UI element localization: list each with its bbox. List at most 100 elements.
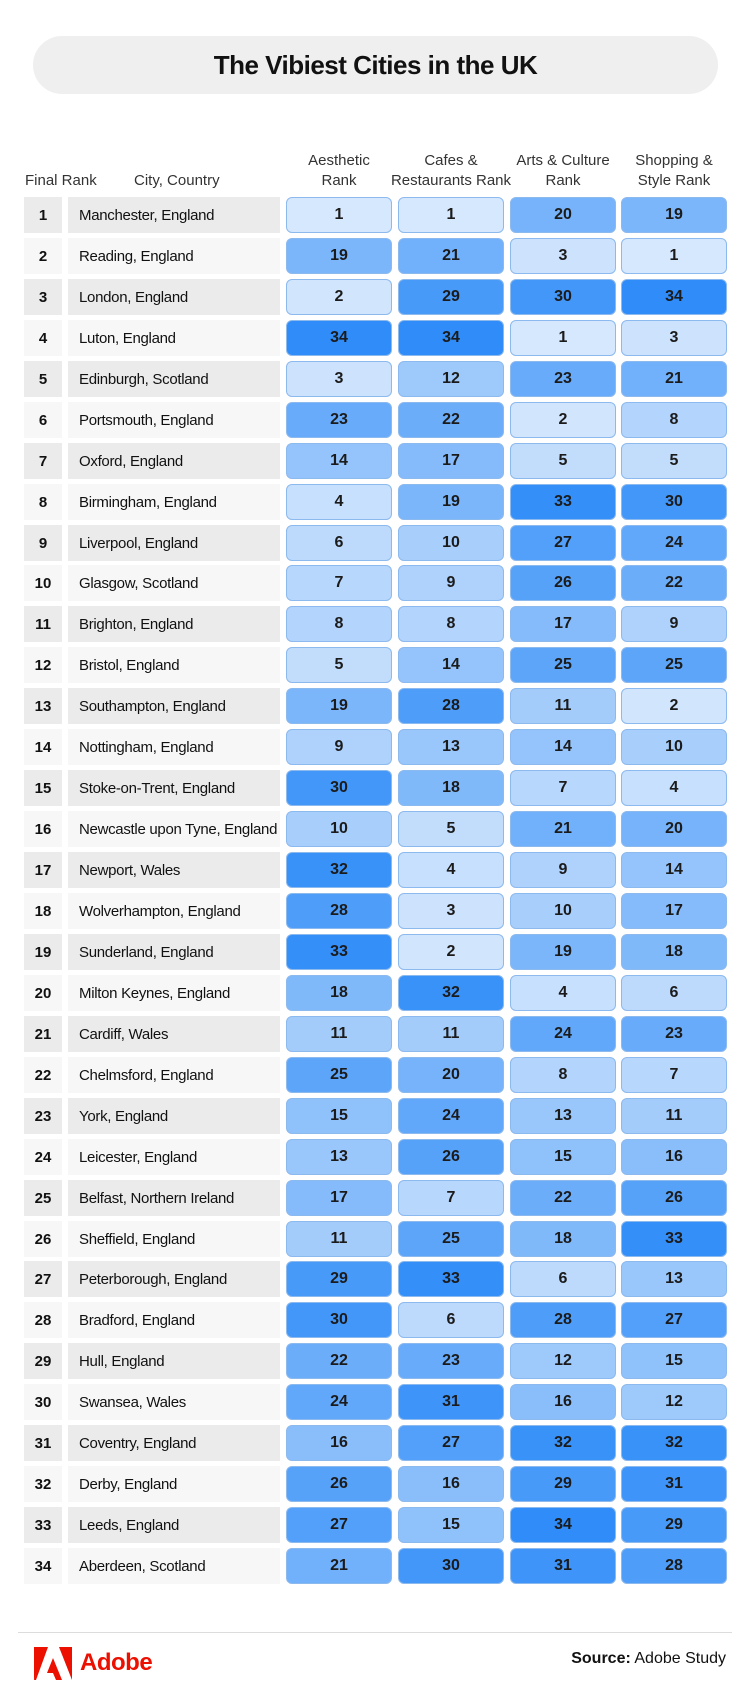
table-row: 13 Southampton, England 19 28 11 2 [0, 688, 750, 725]
arts-rank-cell: 7 [510, 770, 616, 806]
aesthetic-rank-cell: 32 [286, 852, 392, 888]
source-value: Adobe Study [634, 1650, 726, 1667]
final-rank-cell: 8 [24, 484, 62, 520]
cafes-rank-cell: 10 [398, 525, 504, 561]
cafes-rank-cell: 9 [398, 565, 504, 601]
final-rank-cell: 18 [24, 893, 62, 929]
shopping-rank-cell: 8 [621, 402, 727, 438]
city-cell: Oxford, England [68, 443, 280, 479]
aesthetic-rank-cell: 19 [286, 238, 392, 274]
table-row: 31 Coventry, England 16 27 32 32 [0, 1425, 750, 1462]
city-cell: Luton, England [68, 320, 280, 356]
city-cell: Glasgow, Scotland [68, 565, 280, 601]
arts-rank-cell: 22 [510, 1180, 616, 1216]
final-rank-cell: 4 [24, 320, 62, 356]
shopping-rank-cell: 5 [621, 443, 727, 479]
shopping-rank-cell: 26 [621, 1180, 727, 1216]
adobe-logo: Adobe [34, 1646, 153, 1680]
table-row: 32 Derby, England 26 16 29 31 [0, 1466, 750, 1503]
shopping-rank-cell: 10 [621, 729, 727, 765]
city-cell: Reading, England [68, 238, 280, 274]
final-rank-cell: 9 [24, 525, 62, 561]
aesthetic-rank-cell: 5 [286, 647, 392, 683]
aesthetic-rank-cell: 2 [286, 279, 392, 315]
aesthetic-rank-cell: 28 [286, 893, 392, 929]
header-shopping-line1: Shopping & [635, 152, 713, 169]
final-rank-cell: 13 [24, 688, 62, 724]
city-cell: Derby, England [68, 1466, 280, 1502]
arts-rank-cell: 11 [510, 688, 616, 724]
shopping-rank-cell: 3 [621, 320, 727, 356]
header-arts-line1: Arts & Culture [516, 152, 610, 169]
header-cafes-line2: Restaurants Rank [390, 172, 512, 189]
city-cell: Coventry, England [68, 1425, 280, 1461]
arts-rank-cell: 25 [510, 647, 616, 683]
cafes-rank-cell: 4 [398, 852, 504, 888]
cafes-rank-cell: 11 [398, 1016, 504, 1052]
shopping-rank-cell: 31 [621, 1466, 727, 1502]
final-rank-cell: 6 [24, 402, 62, 438]
aesthetic-rank-cell: 1 [286, 197, 392, 233]
city-cell: Southampton, England [68, 688, 280, 724]
shopping-rank-cell: 1 [621, 238, 727, 274]
table-row: 5 Edinburgh, Scotland 3 12 23 21 [0, 361, 750, 398]
shopping-rank-cell: 27 [621, 1302, 727, 1338]
aesthetic-rank-cell: 17 [286, 1180, 392, 1216]
shopping-rank-cell: 19 [621, 197, 727, 233]
aesthetic-rank-cell: 18 [286, 975, 392, 1011]
city-cell: Brighton, England [68, 606, 280, 642]
aesthetic-rank-cell: 27 [286, 1507, 392, 1543]
aesthetic-rank-cell: 9 [286, 729, 392, 765]
shopping-rank-cell: 6 [621, 975, 727, 1011]
shopping-rank-cell: 24 [621, 525, 727, 561]
cafes-rank-cell: 32 [398, 975, 504, 1011]
aesthetic-rank-cell: 7 [286, 565, 392, 601]
arts-rank-cell: 2 [510, 402, 616, 438]
header-aesthetic-line2: Rank [321, 172, 357, 189]
cafes-rank-cell: 31 [398, 1384, 504, 1420]
aesthetic-rank-cell: 30 [286, 1302, 392, 1338]
final-rank-cell: 19 [24, 934, 62, 970]
city-cell: Belfast, Northern Ireland [68, 1180, 280, 1216]
shopping-rank-cell: 21 [621, 361, 727, 397]
shopping-rank-cell: 9 [621, 606, 727, 642]
cafes-rank-cell: 25 [398, 1221, 504, 1257]
table-row: 23 York, England 15 24 13 11 [0, 1098, 750, 1135]
arts-rank-cell: 18 [510, 1221, 616, 1257]
cafes-rank-cell: 33 [398, 1261, 504, 1297]
table-row: 25 Belfast, Northern Ireland 17 7 22 26 [0, 1180, 750, 1217]
shopping-rank-cell: 32 [621, 1425, 727, 1461]
arts-rank-cell: 4 [510, 975, 616, 1011]
shopping-rank-cell: 13 [621, 1261, 727, 1297]
city-cell: Newcastle upon Tyne, England [68, 811, 280, 847]
final-rank-cell: 5 [24, 361, 62, 397]
arts-rank-cell: 17 [510, 606, 616, 642]
city-cell: Nottingham, England [68, 729, 280, 765]
aesthetic-rank-cell: 11 [286, 1016, 392, 1052]
city-cell: Bradford, England [68, 1302, 280, 1338]
final-rank-cell: 24 [24, 1139, 62, 1175]
table-row: 33 Leeds, England 27 15 34 29 [0, 1507, 750, 1544]
header-aesthetic-line1: Aesthetic [308, 152, 370, 169]
table-row: 18 Wolverhampton, England 28 3 10 17 [0, 893, 750, 930]
header-shopping: Shopping & Style Rank [621, 151, 727, 191]
cafes-rank-cell: 17 [398, 443, 504, 479]
header-city: City, Country [134, 172, 220, 189]
final-rank-cell: 28 [24, 1302, 62, 1338]
aesthetic-rank-cell: 22 [286, 1343, 392, 1379]
shopping-rank-cell: 23 [621, 1016, 727, 1052]
aesthetic-rank-cell: 11 [286, 1221, 392, 1257]
header-cafes: Cafes & Restaurants Rank [388, 151, 514, 191]
cafes-rank-cell: 3 [398, 893, 504, 929]
arts-rank-cell: 8 [510, 1057, 616, 1093]
final-rank-cell: 15 [24, 770, 62, 806]
final-rank-cell: 17 [24, 852, 62, 888]
aesthetic-rank-cell: 25 [286, 1057, 392, 1093]
city-cell: Peterborough, England [68, 1261, 280, 1297]
header-cafes-line1: Cafes & [424, 152, 478, 169]
cafes-rank-cell: 26 [398, 1139, 504, 1175]
shopping-rank-cell: 12 [621, 1384, 727, 1420]
aesthetic-rank-cell: 15 [286, 1098, 392, 1134]
arts-rank-cell: 12 [510, 1343, 616, 1379]
arts-rank-cell: 6 [510, 1261, 616, 1297]
